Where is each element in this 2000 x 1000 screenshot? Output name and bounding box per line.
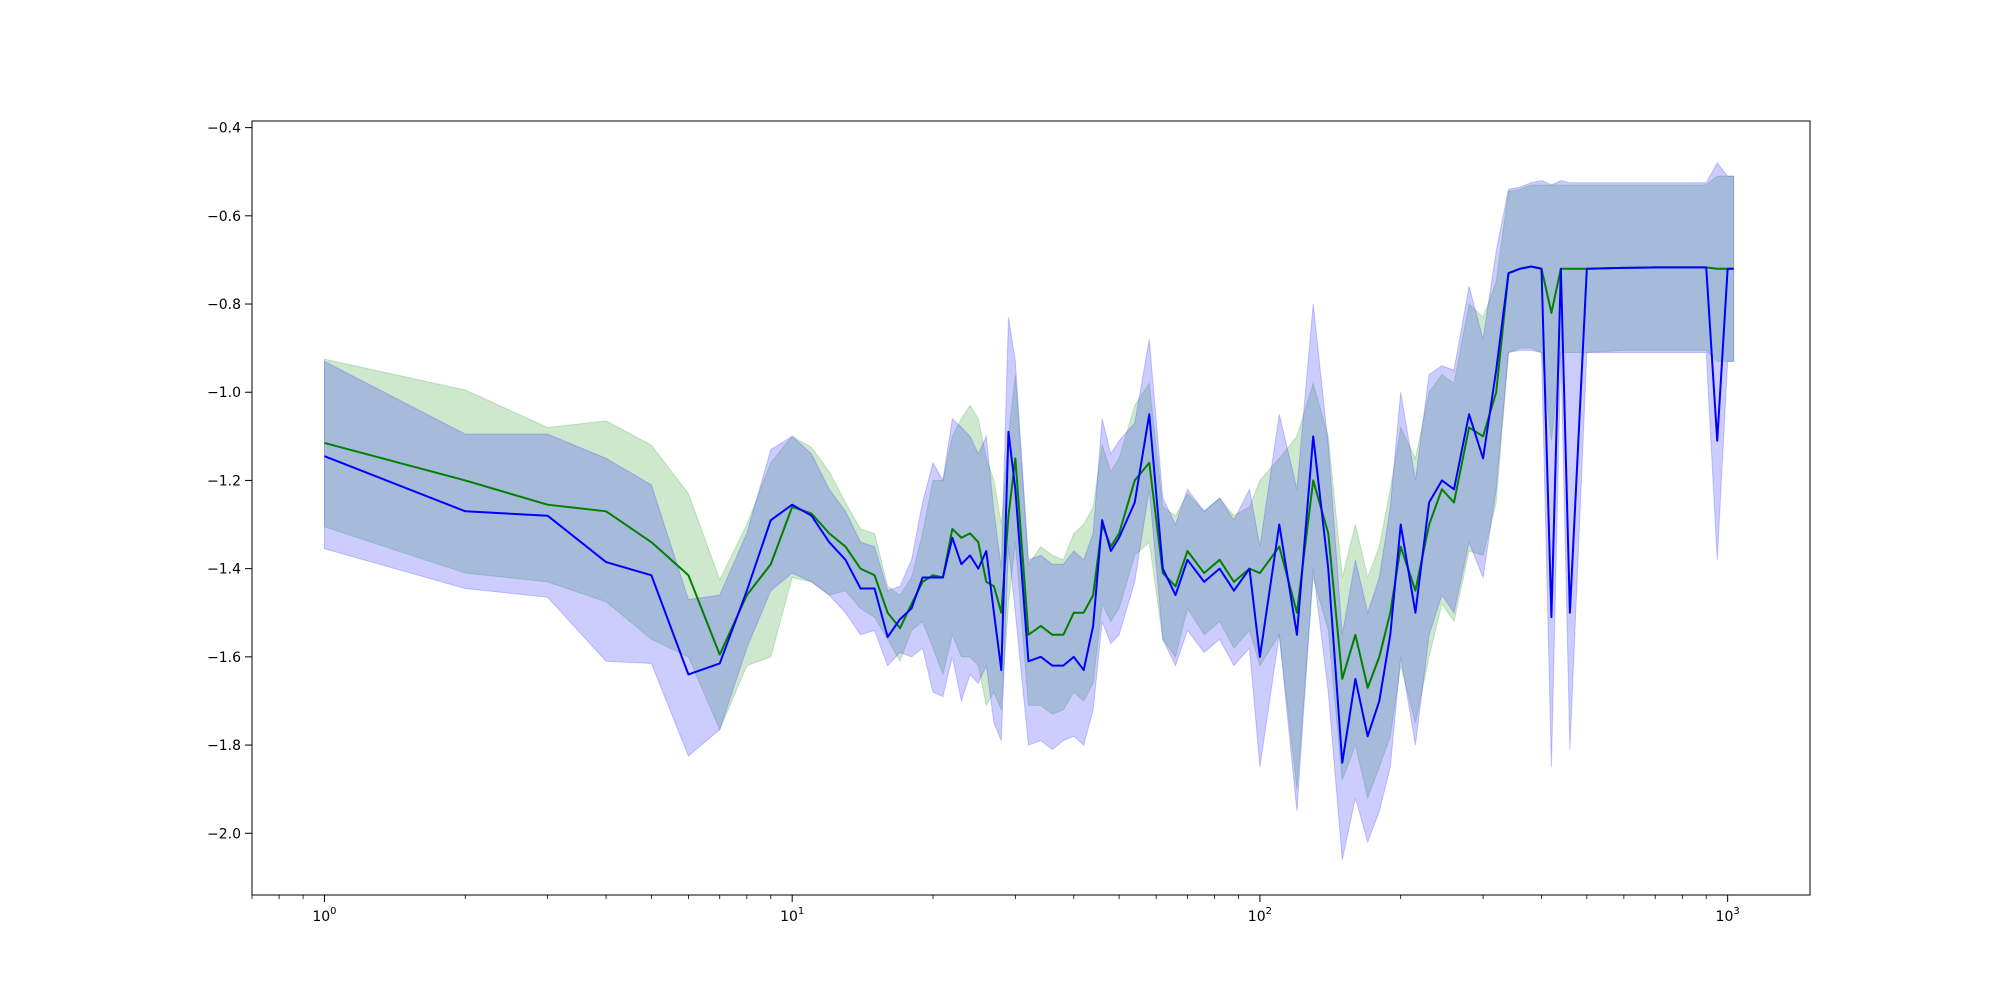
plot-area — [323, 161, 1735, 860]
x-axis: 100 101 102 103 — [251, 895, 1740, 925]
series-1-line — [324, 265, 1734, 764]
y-tick-label: −0.6 — [207, 209, 241, 225]
y-tick-label: −1.6 — [207, 650, 241, 666]
x-tick-label: 100 — [312, 906, 336, 925]
x-tick-label: 103 — [1716, 906, 1740, 925]
axes-frame — [251, 120, 1811, 896]
x-tick-label: 101 — [780, 906, 804, 925]
y-axis: −0.4 −0.6 −0.8 −1.0 −1.2 −1.4 −1.6 −1.8 −2.0 — [207, 121, 252, 842]
y-tick-label: −2.0 — [207, 826, 241, 842]
y-tick-label: −1.8 — [207, 738, 241, 754]
y-tick-label: −1.0 — [207, 385, 241, 401]
x-tick-label: 102 — [1248, 906, 1272, 925]
y-tick-label: −1.4 — [207, 562, 241, 578]
y-tick-label: −0.8 — [207, 297, 241, 313]
y-tick-label: −1.2 — [207, 473, 241, 489]
y-tick-label: −0.4 — [207, 121, 241, 137]
